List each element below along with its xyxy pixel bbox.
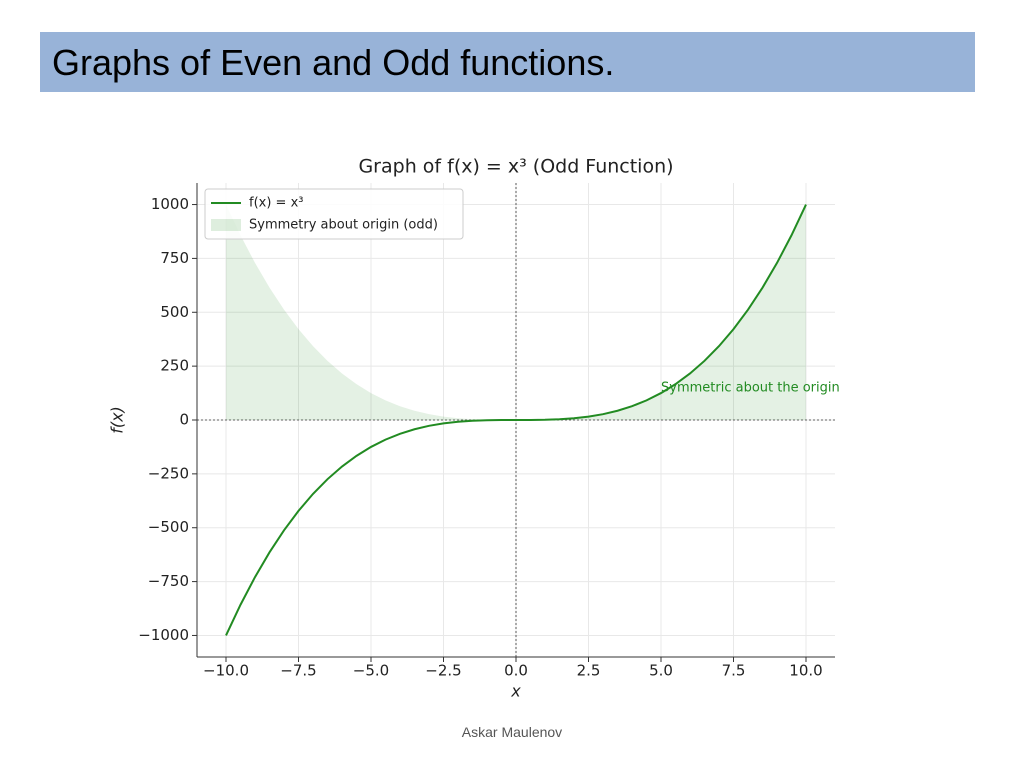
- line: [225, 204, 807, 636]
- x-tick-label: 10.0: [789, 662, 822, 680]
- y-tick-label: 250: [160, 357, 189, 375]
- x-axis-label: x: [510, 682, 521, 701]
- footer: Askar Maulenov: [461, 724, 563, 740]
- x-tick-label: 0.0: [504, 662, 528, 680]
- y-tick-label: −1000: [138, 626, 189, 644]
- y-tick-label: −500: [148, 518, 189, 536]
- y-tick-label: −750: [148, 572, 189, 590]
- x-tick-label: 2.5: [577, 662, 601, 680]
- area: [226, 204, 806, 420]
- chart-title: Graph of f(x) = x³ (Odd Function): [358, 156, 673, 178]
- y-tick-label: −250: [148, 464, 189, 482]
- legend-label: f(x) = x³: [249, 196, 303, 211]
- annotation: Symmetric about the origin: [661, 381, 840, 396]
- x-tick-label: −10.0: [203, 662, 249, 680]
- legend-label: Symmetry about origin (odd): [249, 218, 438, 233]
- slide-title: Graphs of Even and Odd functions.: [40, 32, 975, 92]
- y-tick-label: 1000: [151, 195, 189, 213]
- x-tick-label: 7.5: [722, 662, 746, 680]
- legend-swatch: [211, 219, 241, 231]
- x-tick-label: −7.5: [280, 662, 316, 680]
- y-tick-label: 0: [179, 411, 189, 429]
- x-tick-label: −5.0: [353, 662, 389, 680]
- y-axis-label: f(x): [108, 406, 127, 434]
- y-tick-label: 750: [160, 249, 189, 267]
- x-tick-label: −2.5: [425, 662, 461, 680]
- x-tick-label: 5.0: [649, 662, 673, 680]
- legend-box: [204, 188, 464, 240]
- y-tick-label: 500: [160, 303, 189, 321]
